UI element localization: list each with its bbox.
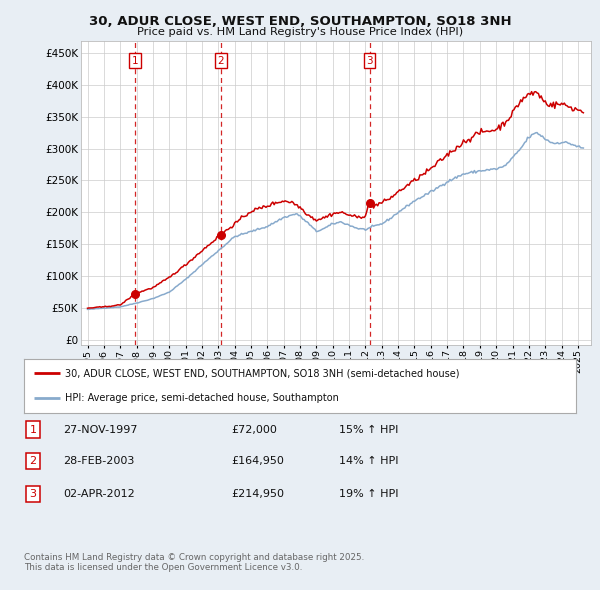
Text: 19% ↑ HPI: 19% ↑ HPI	[339, 489, 398, 499]
Text: 15% ↑ HPI: 15% ↑ HPI	[339, 425, 398, 434]
Text: Price paid vs. HM Land Registry's House Price Index (HPI): Price paid vs. HM Land Registry's House …	[137, 27, 463, 37]
Text: 3: 3	[366, 55, 373, 65]
Text: 28-FEB-2003: 28-FEB-2003	[63, 457, 134, 466]
Text: 1: 1	[29, 425, 37, 434]
Text: 2: 2	[29, 457, 37, 466]
Text: HPI: Average price, semi-detached house, Southampton: HPI: Average price, semi-detached house,…	[65, 394, 339, 404]
Text: 2: 2	[217, 55, 224, 65]
Text: 30, ADUR CLOSE, WEST END, SOUTHAMPTON, SO18 3NH (semi-detached house): 30, ADUR CLOSE, WEST END, SOUTHAMPTON, S…	[65, 368, 460, 378]
Text: 3: 3	[29, 489, 37, 499]
Text: £164,950: £164,950	[231, 457, 284, 466]
Text: 27-NOV-1997: 27-NOV-1997	[63, 425, 137, 434]
Text: £214,950: £214,950	[231, 489, 284, 499]
Text: 02-APR-2012: 02-APR-2012	[63, 489, 135, 499]
Text: 1: 1	[131, 55, 138, 65]
Text: 14% ↑ HPI: 14% ↑ HPI	[339, 457, 398, 466]
Text: £72,000: £72,000	[231, 425, 277, 434]
Text: 30, ADUR CLOSE, WEST END, SOUTHAMPTON, SO18 3NH: 30, ADUR CLOSE, WEST END, SOUTHAMPTON, S…	[89, 15, 511, 28]
Text: This data is licensed under the Open Government Licence v3.0.: This data is licensed under the Open Gov…	[24, 563, 302, 572]
Text: Contains HM Land Registry data © Crown copyright and database right 2025.: Contains HM Land Registry data © Crown c…	[24, 553, 364, 562]
